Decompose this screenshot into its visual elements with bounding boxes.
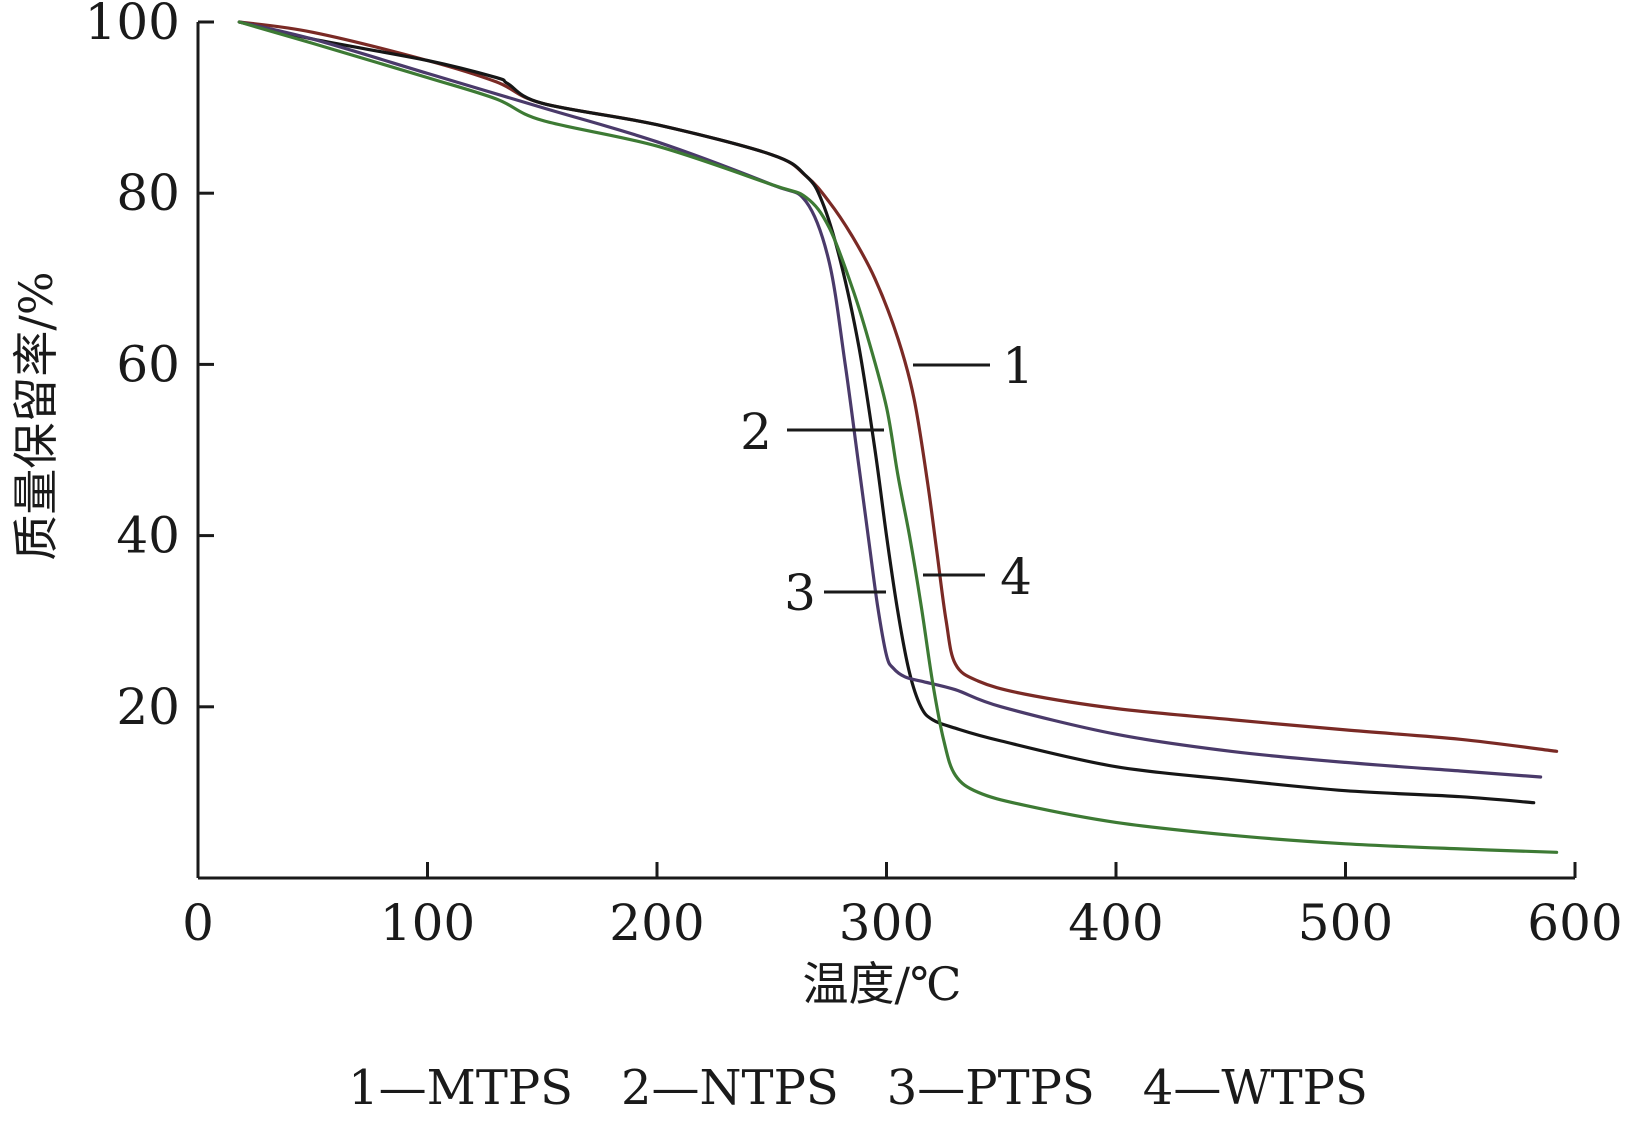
series-line-mtps	[237, 20, 1559, 753]
y-tick-label: 60	[116, 335, 180, 393]
x-axis-title: 温度/℃	[803, 957, 962, 1011]
y-axis-title: 质量保留率/%	[9, 271, 63, 560]
x-tick-label: 0	[182, 894, 214, 952]
series-lines	[237, 20, 1559, 854]
series-line-wtps	[237, 20, 1559, 854]
y-tick-label: 20	[116, 678, 180, 736]
x-tick-label: 300	[839, 894, 934, 952]
x-tick-label: 200	[609, 894, 704, 952]
y-tick-label: 80	[116, 164, 180, 222]
callout-label-4: 4	[1000, 548, 1032, 606]
x-tick-label: 600	[1527, 894, 1622, 952]
callout-label-2: 2	[740, 403, 772, 461]
series-line-ntps	[237, 20, 1536, 805]
series-line-ptps	[237, 20, 1543, 779]
axes: 0 100 200 300 400 500 600 20 40 60 80 100	[85, 0, 1623, 952]
legend: 1—MTPS 2—NTPS 3—PTPS 4—WTPS	[348, 1060, 1368, 1116]
callout-label-1: 1	[1002, 337, 1034, 395]
y-tick-label: 40	[116, 507, 180, 565]
x-tick-label: 100	[380, 894, 475, 952]
callout-label-3: 3	[784, 564, 816, 622]
x-tick-label: 400	[1068, 894, 1163, 952]
x-tick-label: 500	[1298, 894, 1393, 952]
y-tick-label: 100	[85, 0, 180, 51]
series-callouts: 1 2 3 4	[740, 337, 1034, 622]
